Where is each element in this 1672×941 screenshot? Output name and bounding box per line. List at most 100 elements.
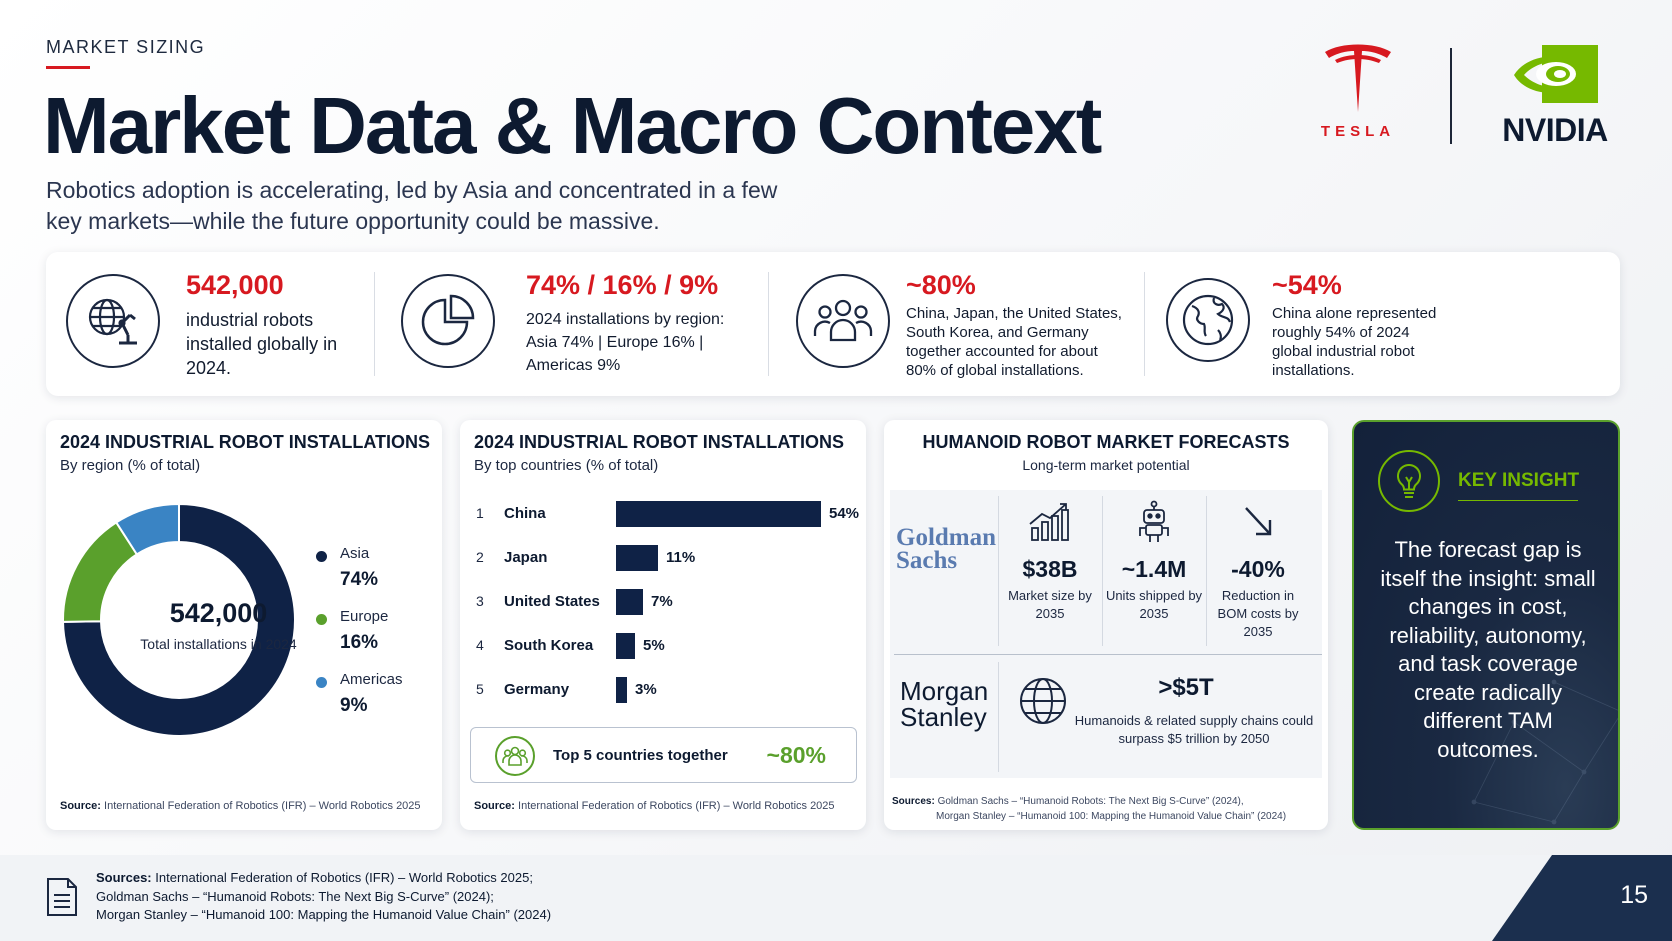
bar-value-label: 7% [651, 593, 673, 610]
stat-china-share: ~54% China alone represented roughly 54%… [1150, 252, 1510, 396]
bar-value-label: 11% [666, 549, 696, 566]
stat-divider [768, 272, 769, 376]
bar-row-germany: 5 Germany 3% [474, 676, 874, 706]
bar-rank: 1 [476, 505, 484, 521]
globe-icon [1166, 278, 1250, 362]
bar-value-label: 3% [635, 681, 657, 698]
down-arrow-icon [1206, 502, 1310, 542]
forecast-table: Goldman Sachs $38B Market size by 2035 [890, 490, 1322, 778]
bar [616, 677, 627, 703]
stat-description: industrial robots installed globally in … [186, 310, 338, 378]
nvidia-wordmark: NVIDIA [1502, 112, 1608, 148]
metric-value: ~1.4M [1121, 556, 1187, 582]
page-subtitle: Robotics adoption is accelerating, led b… [46, 177, 778, 234]
bar-category-label: Germany [504, 681, 570, 698]
table-divider [998, 496, 999, 646]
donut-slice-americas [114, 502, 180, 556]
legend-label: Asia [340, 545, 370, 562]
table-divider [1206, 496, 1207, 646]
lightbulb-icon [1378, 450, 1440, 512]
page-title: Market Data & Macro Context [43, 81, 1102, 170]
country-installations-card: 2024 INDUSTRIAL ROBOT INSTALLATIONS By t… [460, 420, 866, 830]
bar [616, 589, 643, 615]
insight-text: The forecast gap is itself the insight: … [1380, 537, 1596, 762]
growth-chart-icon [998, 502, 1102, 542]
partner-logos: TESLA NVIDIA [1310, 40, 1640, 150]
bar-row-united-states: 3 United States 7% [474, 588, 874, 618]
pie-chart-icon [401, 274, 495, 368]
bar-rank: 3 [476, 593, 484, 609]
page-number: 15 [1620, 881, 1648, 909]
table-divider [998, 662, 999, 772]
tesla-wordmark: TESLA [1320, 123, 1396, 140]
stat-divider [1144, 272, 1145, 376]
donut-center-label: Total installations in 2024 [140, 636, 297, 652]
bar [616, 501, 821, 527]
nvidia-eye-icon [1514, 45, 1598, 103]
stat-description: China, Japan, the United States, South K… [906, 305, 1122, 379]
footer: Sources: International Federation of Rob… [0, 855, 1672, 941]
card-subtitle: Long-term market potential [1022, 457, 1190, 473]
stat-description: China alone represented roughly 54% of 2… [1272, 305, 1437, 379]
gs-metric-market-size: $38B Market size by 2035 [998, 502, 1102, 623]
bar [616, 633, 635, 659]
ms-forecast-value: >$5T [1158, 674, 1214, 701]
insight-underline [1458, 500, 1578, 501]
bar-row-south-korea: 4 South Korea 5% [474, 632, 874, 662]
morgan-stanley-logo: Morgan Stanley [900, 676, 989, 732]
bar-value-label: 54% [829, 505, 860, 522]
gs-metric-units: ~1.4M Units shipped by 2035 [1102, 500, 1206, 623]
stat-value: ~54% [1272, 270, 1342, 300]
goldman-sachs-logo: Goldman Sachs [896, 524, 997, 574]
document-icon [46, 877, 78, 922]
bar-category-label: Japan [504, 549, 548, 566]
legend-label: Americas [340, 671, 403, 688]
stat-description: 2024 installations by region: Asia 74% |… [526, 311, 725, 374]
table-divider [1102, 496, 1103, 646]
footer-sources: Sources: International Federation of Rob… [96, 870, 552, 922]
legend-value: 16% [340, 632, 379, 653]
metric-value: -40% [1231, 556, 1285, 582]
insight-label: KEY INSIGHT [1458, 470, 1580, 491]
stat-value: ~80% [906, 270, 976, 300]
bar-row-china: 1 China 54% [474, 500, 874, 530]
legend-label: Europe [340, 608, 389, 625]
tesla-t-icon [1325, 44, 1391, 112]
key-stats-bar: 542,000 industrial robots installed glob… [46, 252, 1620, 396]
card-source: Source: International Federation of Robo… [474, 800, 835, 812]
stat-top-countries: ~80% China, Japan, the United States, So… [776, 252, 1136, 396]
card-title: 2024 INDUSTRIAL ROBOT INSTALLATIONS [60, 432, 431, 452]
card-source: Sources: Goldman Sachs – “Humanoid Robot… [892, 796, 1287, 822]
bar-category-label: United States [504, 593, 600, 610]
logo-divider [1450, 48, 1452, 144]
key-insight-panel: KEY INSIGHT The forecast gap is itself t… [1352, 420, 1620, 830]
stat-value: 542,000 [186, 270, 284, 300]
bar-category-label: South Korea [504, 637, 594, 654]
top5-summary: Top 5 countries together ~80% [470, 727, 857, 783]
robot-icon [1102, 500, 1206, 542]
bar-rank: 4 [476, 637, 484, 653]
humanoid-forecast-card: HUMANOID ROBOT MARKET FORECASTS Long-ter… [884, 420, 1328, 830]
metric-description: Units shipped by 2035 [1105, 588, 1203, 621]
region-donut-chart [61, 502, 296, 737]
bar-rank: 5 [476, 681, 484, 697]
legend-value: 9% [340, 695, 368, 716]
ms-forecast-description: Humanoids & related supply chains could … [1074, 713, 1314, 746]
stat-installations: 542,000 industrial robots installed glob… [46, 252, 376, 396]
metric-value: $38B [1022, 556, 1078, 582]
legend-value: 74% [340, 569, 379, 590]
stat-value: 74% / 16% / 9% [526, 270, 719, 300]
top5-value: ~80% [766, 742, 826, 768]
globe-icon [1018, 676, 1068, 731]
top5-label: Top 5 countries together [553, 747, 728, 764]
card-title: HUMANOID ROBOT MARKET FORECASTS [922, 432, 1290, 452]
region-installations-card: 2024 INDUSTRIAL ROBOT INSTALLATIONS By r… [46, 420, 442, 830]
people-group-icon [796, 274, 890, 368]
legend-swatch [316, 551, 327, 562]
gs-metric-bom: -40% Reduction in BOM costs by 2035 [1206, 502, 1310, 641]
bar [616, 545, 658, 571]
donut-slice-asia [61, 502, 296, 737]
stat-divider [374, 272, 375, 376]
globe-robot-arm-icon [66, 274, 160, 368]
eyebrow-underline [46, 66, 90, 69]
